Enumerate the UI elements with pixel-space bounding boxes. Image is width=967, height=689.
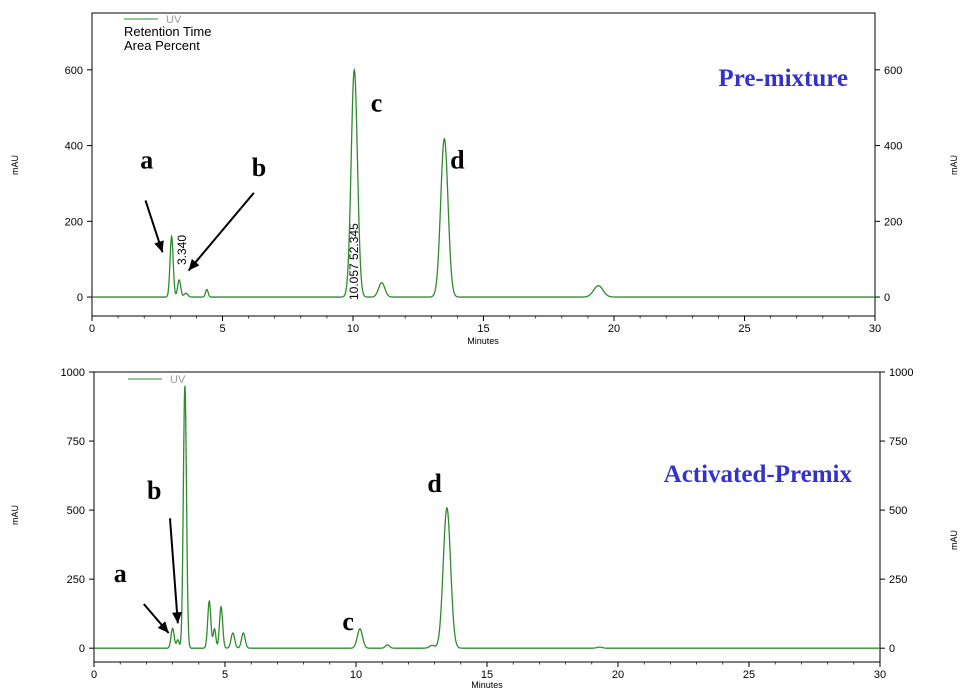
y-tick-label-right: 500 <box>889 505 907 517</box>
annotation-arrowhead <box>154 240 164 253</box>
x-tick-label: 0 <box>91 669 97 681</box>
peak-label-c: c <box>371 88 383 117</box>
y-tick-label-right: 600 <box>884 65 902 77</box>
y-tick-label-left: 750 <box>67 436 85 448</box>
x-tick-label: 5 <box>219 323 225 335</box>
x-tick-label: 15 <box>477 323 489 335</box>
uv-trace <box>92 67 875 298</box>
x-tick-label: 0 <box>89 323 95 335</box>
x-tick-label: 30 <box>874 669 886 681</box>
y-tick-label-left: 250 <box>67 574 85 586</box>
x-tick-label: 10 <box>350 669 362 681</box>
peak-label-c: c <box>342 607 354 636</box>
y-axis-label-left: mAU <box>10 505 20 525</box>
annotation-arrowhead <box>188 258 200 271</box>
legend-area-percent: Area Percent <box>124 38 200 53</box>
peak-label-a: a <box>140 145 153 174</box>
y-tick-label-right: 1000 <box>889 367 913 379</box>
y-tick-label-right: 0 <box>889 643 895 655</box>
uv-trace <box>94 385 880 649</box>
x-axis-label: Minutes <box>467 336 499 346</box>
x-tick-label: 15 <box>481 669 493 681</box>
rt-annotation-a: 3.340 <box>175 235 189 265</box>
legend-uv-label: UV <box>166 14 182 26</box>
y-tick-label-right: 200 <box>884 216 902 228</box>
y-tick-label-left: 0 <box>77 292 83 304</box>
x-tick-label: 5 <box>222 669 228 681</box>
y-axis-label-right: mAU <box>949 530 959 550</box>
activated-premix-chart: UV Activated-Premix Minutes mAU mAU 0 5 10… <box>10 367 959 689</box>
x-tick-label: 30 <box>869 323 881 335</box>
x-tick-label: 10 <box>347 323 359 335</box>
peak-label-b: b <box>147 476 161 505</box>
chart-legend: UV <box>128 374 186 386</box>
y-tick-label-right: 0 <box>884 292 890 304</box>
chart-legend: UV Retention Time Area Percent <box>124 14 211 53</box>
chart-title: Activated-Premix <box>664 461 853 488</box>
y-tick-label-right: 750 <box>889 436 907 448</box>
y-tick-label-left: 500 <box>67 505 85 517</box>
y-tick-label-right: 400 <box>884 141 902 153</box>
x-tick-label: 25 <box>738 323 750 335</box>
annotation-arrow <box>187 192 255 272</box>
peak-label-a: a <box>114 559 127 588</box>
y-tick-label-left: 1000 <box>61 367 85 379</box>
y-tick-label-left: 400 <box>65 141 83 153</box>
x-tick-label: 25 <box>743 669 755 681</box>
plot-frame <box>91 12 876 317</box>
annotation-arrow <box>168 518 179 624</box>
legend-retention-time: Retention Time <box>124 24 211 39</box>
legend-uv-label: UV <box>170 374 186 386</box>
peak-label-d: d <box>427 469 442 498</box>
y-tick-label-left: 0 <box>79 643 85 655</box>
rt-annotation-c: 10.057 52.345 <box>347 223 361 300</box>
pre-mixture-chart: UV Retention Time Area Percent Pre-mixtu… <box>10 12 959 346</box>
chart-title: Pre-mixture <box>718 65 848 92</box>
y-tick-label-right: 250 <box>889 574 907 586</box>
y-axis-label-left: mAU <box>10 155 20 175</box>
peak-label-d: d <box>450 145 465 174</box>
y-axis-label-right: mAU <box>949 155 959 175</box>
x-tick-label: 20 <box>608 323 620 335</box>
y-tick-label-left: 200 <box>65 216 83 228</box>
x-tick-label: 20 <box>612 669 624 681</box>
peak-label-b: b <box>252 153 266 182</box>
y-tick-label-left: 600 <box>65 65 83 77</box>
annotation-arrowhead <box>172 611 183 624</box>
plot-frame <box>93 371 881 663</box>
x-axis-label: Minutes <box>471 680 503 689</box>
annotation-arrowhead <box>157 621 169 633</box>
